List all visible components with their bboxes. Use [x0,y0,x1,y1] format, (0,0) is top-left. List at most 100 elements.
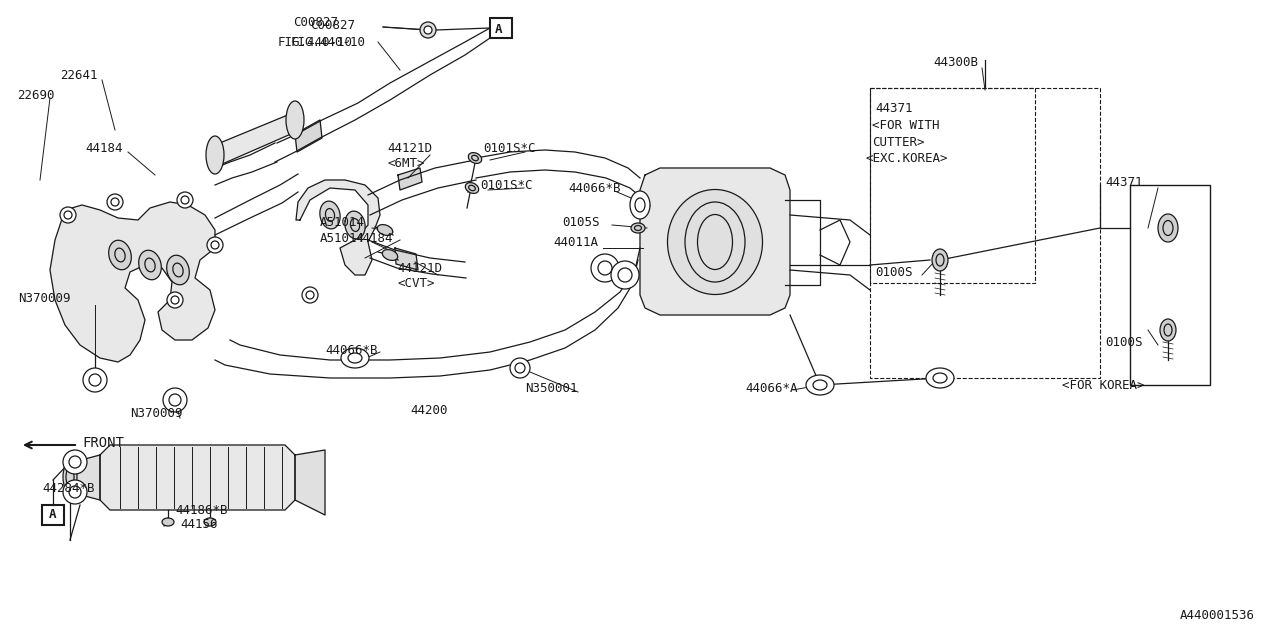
Text: N350001: N350001 [525,381,577,394]
Polygon shape [294,120,323,152]
Circle shape [424,26,433,34]
Text: N370009: N370009 [131,406,183,419]
Text: A: A [495,22,503,35]
Text: 0100S: 0100S [1105,335,1143,349]
Text: FIG.440-10: FIG.440-10 [278,35,353,49]
Ellipse shape [344,211,365,239]
Polygon shape [396,248,419,270]
Text: 44300B: 44300B [933,56,978,68]
Text: FRONT: FRONT [82,436,124,450]
Ellipse shape [383,250,398,260]
Ellipse shape [631,223,645,233]
Text: N370009: N370009 [18,291,70,305]
Text: C00827: C00827 [310,19,355,31]
Ellipse shape [667,189,763,294]
Circle shape [515,363,525,373]
Polygon shape [70,455,100,500]
Text: 44284*B: 44284*B [42,481,95,495]
Circle shape [598,261,612,275]
Text: 44121D: 44121D [397,262,442,275]
Circle shape [108,194,123,210]
Polygon shape [100,445,294,510]
Circle shape [172,296,179,304]
Circle shape [591,254,620,282]
Ellipse shape [925,368,954,388]
Text: 44184: 44184 [84,141,123,154]
Text: CUTTER>: CUTTER> [872,136,924,148]
Circle shape [166,292,183,308]
Ellipse shape [63,461,77,493]
Text: 0105S: 0105S [562,216,599,228]
Text: 44200: 44200 [410,403,448,417]
Text: <EXC.KOREA>: <EXC.KOREA> [865,152,947,164]
Circle shape [163,388,187,412]
Text: 44371: 44371 [1105,175,1143,189]
Text: C00827: C00827 [293,15,338,29]
Polygon shape [294,450,325,515]
Circle shape [509,358,530,378]
Ellipse shape [204,518,216,526]
Text: 44066*B: 44066*B [325,344,378,356]
Text: 0101S*C: 0101S*C [483,141,535,154]
Circle shape [611,261,639,289]
Circle shape [420,22,436,38]
Circle shape [63,480,87,504]
Circle shape [211,241,219,249]
Text: 44156: 44156 [180,518,218,531]
Ellipse shape [466,182,479,193]
Bar [870,88,1100,378]
Circle shape [302,287,317,303]
Circle shape [69,456,81,468]
Ellipse shape [468,152,481,163]
Text: 44011A: 44011A [553,236,598,248]
Circle shape [207,237,223,253]
Polygon shape [640,168,790,315]
Ellipse shape [932,249,948,271]
Circle shape [63,450,87,474]
Ellipse shape [630,191,650,219]
Ellipse shape [806,375,835,395]
Polygon shape [50,202,215,362]
Ellipse shape [163,518,174,526]
Bar [42,505,64,525]
Circle shape [60,207,76,223]
Circle shape [177,192,193,208]
Text: A440001536: A440001536 [1180,609,1254,622]
Circle shape [69,486,81,498]
Ellipse shape [340,348,369,368]
Text: 0101S*C: 0101S*C [480,179,532,191]
Circle shape [306,291,314,299]
Circle shape [83,368,108,392]
Text: A51014: A51014 [320,216,365,228]
Ellipse shape [109,240,132,270]
Text: A: A [49,509,56,522]
Text: 44186*B: 44186*B [175,504,228,516]
Text: <CVT>: <CVT> [397,276,434,289]
Ellipse shape [285,101,305,139]
Text: 44184: 44184 [355,232,393,244]
Ellipse shape [206,136,224,174]
Text: 44121D: 44121D [387,141,433,154]
Ellipse shape [1158,214,1178,242]
Circle shape [180,196,189,204]
Bar [490,18,512,38]
Polygon shape [215,112,300,165]
Text: FIG.440-10: FIG.440-10 [291,35,366,49]
Ellipse shape [320,201,340,229]
Ellipse shape [166,255,189,285]
Text: 22641: 22641 [60,68,97,81]
Circle shape [618,268,632,282]
Bar [870,88,1036,283]
Text: 22690: 22690 [17,88,55,102]
Text: 44066*A: 44066*A [745,381,797,394]
Circle shape [90,374,101,386]
Ellipse shape [378,225,393,236]
Text: <6MT>: <6MT> [387,157,425,170]
Text: 44371: 44371 [876,102,913,115]
Text: 0100S: 0100S [876,266,913,278]
Ellipse shape [1160,319,1176,341]
Polygon shape [296,180,380,275]
Text: 44066*B: 44066*B [568,182,621,195]
Polygon shape [398,168,422,190]
Circle shape [64,211,72,219]
